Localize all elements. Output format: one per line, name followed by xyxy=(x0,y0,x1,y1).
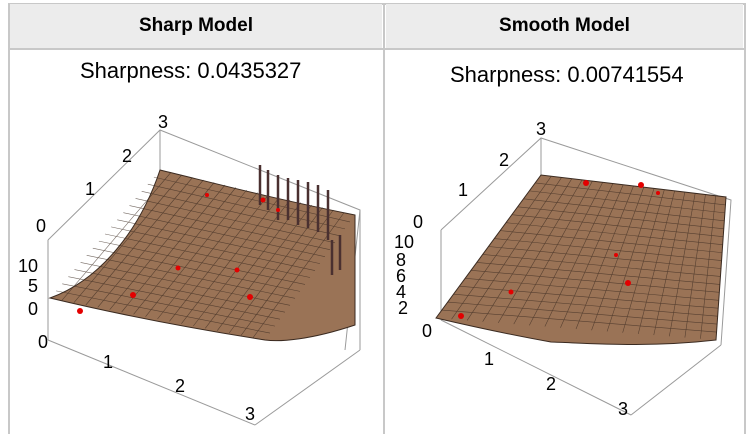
tick-label: 0 xyxy=(422,321,432,341)
tick-label: 3 xyxy=(158,112,168,132)
grid-line xyxy=(8,48,746,50)
surface-mesh xyxy=(435,174,727,345)
tick-label: 1 xyxy=(484,349,494,369)
tick-label: 0 xyxy=(413,212,423,232)
tick-label: 3 xyxy=(536,119,546,139)
surface-plot-sharp[interactable]: 3 2 1 0 10 5 0 0 1 2 3 xyxy=(10,110,382,432)
tick-label: 1 xyxy=(85,179,95,199)
tick-label: 4 xyxy=(396,282,406,302)
mesh-line xyxy=(147,183,346,230)
mesh-line xyxy=(669,193,696,337)
surface-plot-sharp-svg: 3 2 1 0 10 5 0 0 1 2 3 xyxy=(18,112,361,426)
tick-label: 0 xyxy=(28,299,38,319)
tick-label: 3 xyxy=(618,399,628,419)
grid-line xyxy=(8,4,10,434)
tick-label: 10 xyxy=(18,256,38,276)
data-points xyxy=(458,180,660,319)
data-points xyxy=(77,193,280,314)
tick-label: 10 xyxy=(394,232,414,252)
mesh-line xyxy=(684,194,706,338)
grid-line xyxy=(383,4,385,434)
mesh-line xyxy=(535,182,726,206)
tick-label: 1 xyxy=(458,180,468,200)
sharpness-label-smooth: Sharpness: 0.00741554 xyxy=(450,62,684,87)
mesh-line xyxy=(700,195,717,339)
spike-artifacts xyxy=(258,165,342,275)
tick-label: 2 xyxy=(122,146,132,166)
column-header-sharp: Sharp Model xyxy=(10,4,382,48)
tick-label: 2 xyxy=(175,376,185,396)
tick-label: 6 xyxy=(396,266,406,286)
surface-plot-smooth[interactable]: 3 2 1 0 10 8 6 4 2 0 1 2 3 xyxy=(386,110,743,432)
tick-label: 2 xyxy=(546,374,556,394)
tick-label: 2 xyxy=(499,150,509,170)
mesh-line xyxy=(228,207,323,334)
tick-label: 2 xyxy=(398,298,408,318)
tick-label: 5 xyxy=(28,276,38,296)
tick-label: 0 xyxy=(36,216,46,236)
grid-line xyxy=(744,4,746,434)
mesh-line xyxy=(529,190,725,214)
column-header-smooth: Smooth Model xyxy=(386,4,743,48)
tick-label: 1 xyxy=(103,352,113,372)
tick-label: 0 xyxy=(38,332,48,352)
surface-plot-smooth-svg: 3 2 1 0 10 8 6 4 2 0 1 2 3 xyxy=(394,119,732,419)
tick-label: 8 xyxy=(396,250,406,270)
tick-label: 3 xyxy=(245,404,255,424)
sharpness-label-sharp: Sharpness: 0.0435327 xyxy=(80,58,302,83)
